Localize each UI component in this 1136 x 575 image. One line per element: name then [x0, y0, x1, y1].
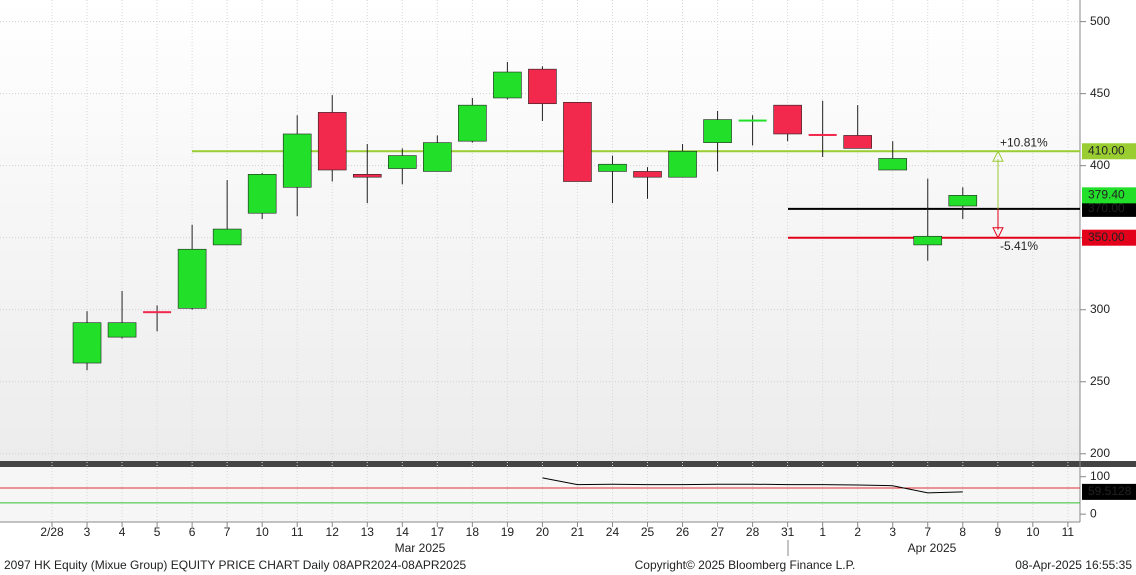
y-tick-label: 0: [1090, 506, 1097, 520]
last-price-tag: [1082, 187, 1136, 204]
reference-tag: [1082, 200, 1136, 217]
candle-body: [493, 71, 522, 99]
indicator-line: [542, 477, 963, 494]
y-tick-label: 300: [1090, 302, 1110, 316]
candle-body: [423, 142, 452, 172]
x-tick-label: 12: [326, 525, 340, 539]
down-arrowhead: [992, 227, 1004, 239]
x-tick-label: 24: [606, 525, 620, 539]
candle-body: [212, 228, 242, 246]
x-tick-label: 17: [431, 525, 445, 539]
up-arrowhead: [992, 150, 1004, 162]
candle-body: [703, 119, 732, 143]
x-tick-label: 21: [571, 525, 585, 539]
footer-center: Copyright© 2025 Bloomberg Finance L.P.: [635, 558, 856, 572]
y-tick-label: 400: [1090, 158, 1110, 172]
x-tick-label: 10: [256, 525, 270, 539]
candle-body: [668, 150, 697, 178]
candle-body: [458, 104, 487, 142]
footer-left: 2097 HK Equity (Mixue Group) EQUITY PRIC…: [4, 558, 467, 572]
x-tick-label: 2/28: [40, 525, 64, 539]
candle-body: [72, 322, 102, 364]
candle-body: [143, 311, 172, 314]
candle-body: [878, 158, 908, 171]
y-tick-label: 100: [1090, 469, 1110, 483]
panel-separator: [0, 461, 1136, 467]
x-tick-label: 10: [1026, 525, 1040, 539]
x-tick-label: 5: [154, 525, 161, 539]
x-tick-label: 19: [501, 525, 515, 539]
x-tick-label: 20: [536, 525, 550, 539]
x-tick-label: 31: [781, 525, 795, 539]
x-tick-label: 13: [361, 525, 375, 539]
x-tick-label: 18: [466, 525, 480, 539]
candle-body: [563, 101, 592, 182]
x-tick-label: 2: [854, 525, 861, 539]
candle-body: [528, 68, 557, 105]
last-price-label: 379.40: [1088, 188, 1125, 202]
candle-body: [107, 322, 137, 338]
x-tick-label: 7: [924, 525, 931, 539]
x-group-label: Mar 2025: [395, 541, 446, 555]
candle-body: [808, 133, 837, 136]
x-tick-label: 11: [1062, 525, 1075, 539]
x-tick-label: 27: [711, 525, 725, 539]
candle-body: [177, 248, 207, 309]
annotation: -5.41%: [1000, 239, 1038, 253]
reference-label: 350.00: [1088, 230, 1125, 244]
indicator-panel: [0, 467, 1080, 522]
reference-tag: [1082, 143, 1136, 160]
x-tick-label: 9: [994, 525, 1001, 539]
candle-body: [598, 163, 627, 172]
x-tick-label: 3: [889, 525, 896, 539]
x-tick-label: 7: [224, 525, 231, 539]
indicator-tag: [1082, 483, 1136, 500]
candle-body: [633, 171, 662, 178]
candle-body: [843, 135, 872, 149]
reference-tag: [1082, 229, 1136, 246]
indicator-label: 59.5128: [1088, 484, 1132, 498]
x-tick-label: 3: [84, 525, 91, 539]
x-tick-label: 11: [291, 525, 304, 539]
y-tick-label: 200: [1090, 446, 1110, 460]
candle-body: [352, 174, 382, 178]
candle-body: [317, 112, 347, 171]
candle-body: [387, 155, 417, 169]
x-tick-label: 1: [819, 525, 826, 539]
reference-label: 370.00: [1088, 201, 1125, 215]
y-tick-label: 500: [1090, 14, 1110, 28]
footer-right: 08-Apr-2025 16:55:35: [1015, 558, 1132, 572]
candle-body: [247, 174, 277, 214]
candle-body: [738, 119, 767, 122]
x-tick-label: 14: [396, 525, 410, 539]
y-tick-label: 450: [1090, 86, 1110, 100]
x-tick-label: 8: [959, 525, 966, 539]
x-group-label: Apr 2025: [908, 541, 957, 555]
reference-label: 410.00: [1088, 143, 1125, 157]
x-tick-label: 28: [746, 525, 760, 539]
x-tick-label: 25: [641, 525, 655, 539]
x-tick-label: 6: [189, 525, 196, 539]
candle-body: [282, 133, 312, 188]
candle-body: [773, 104, 802, 135]
x-tick-label: 26: [676, 525, 690, 539]
candle-body: [913, 235, 943, 246]
x-tick-label: 4: [119, 525, 126, 539]
candle-body: [948, 195, 978, 207]
annotation: +10.81%: [1000, 135, 1048, 149]
y-tick-label: 250: [1090, 374, 1110, 388]
